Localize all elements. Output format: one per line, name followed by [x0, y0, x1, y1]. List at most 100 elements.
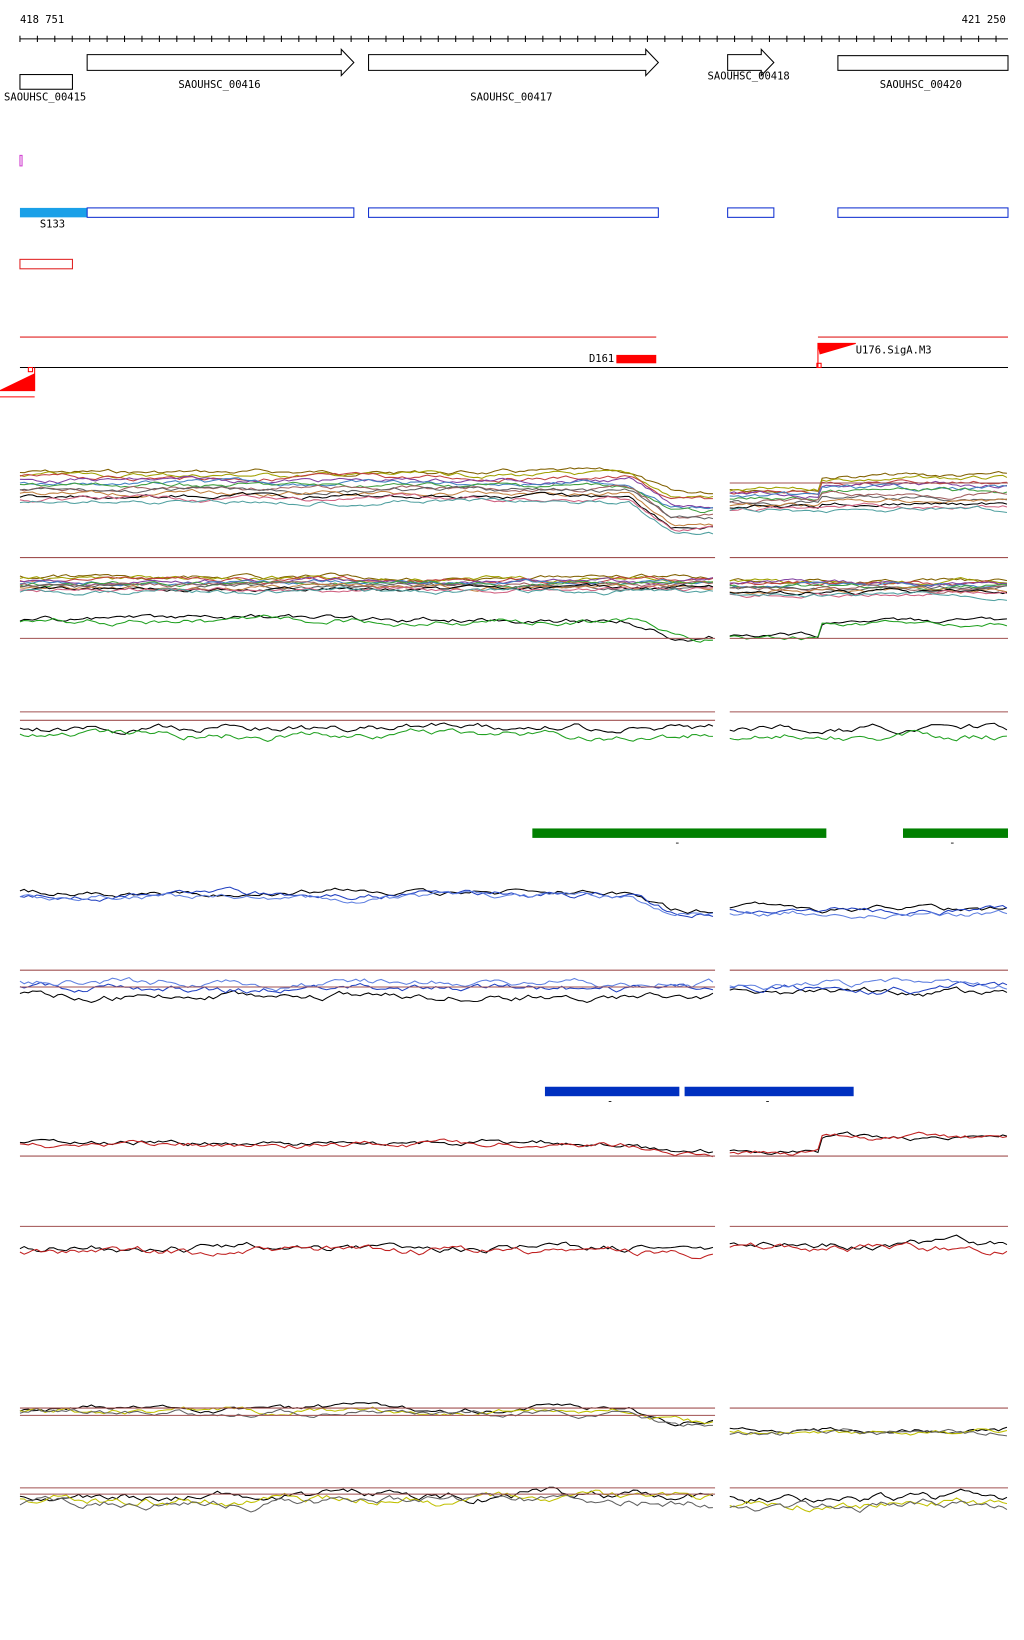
profile: [729, 1131, 1008, 1155]
ruler-start: 418 751: [20, 14, 64, 26]
profile: [19, 722, 714, 735]
gene-label: SAOUHSC_00418: [708, 71, 790, 83]
ruler-end: 421 250: [962, 14, 1006, 26]
profile: [19, 481, 714, 514]
profile: [729, 498, 1008, 508]
feature: [19, 154, 23, 167]
profile: [729, 583, 1007, 591]
region-label: -: [607, 1095, 613, 1107]
profile: [19, 1492, 713, 1513]
profile: [729, 901, 1008, 914]
region: [544, 1086, 680, 1097]
profile: [19, 614, 713, 643]
profile: [729, 1497, 1008, 1513]
feature: [368, 207, 659, 218]
profile: [729, 587, 1008, 596]
profile: [19, 613, 714, 642]
gene: [86, 48, 355, 77]
region: [902, 828, 1008, 838]
profile: [729, 502, 1008, 509]
profile: [729, 1241, 1008, 1256]
profile: [19, 1244, 714, 1260]
profile: [729, 722, 1008, 735]
promoter: [817, 342, 856, 368]
genes: [19, 48, 1009, 90]
feature: [86, 207, 355, 218]
profile: [729, 616, 1007, 639]
promoter: [816, 362, 822, 369]
profile: [19, 1489, 714, 1507]
tracks: 418 751 421 250 SAOUHSC_00415 SAOUHSC_00…: [0, 14, 1009, 1514]
profile: [19, 469, 714, 499]
profile: [729, 483, 1008, 498]
profile: [729, 1234, 1008, 1251]
profile: [19, 728, 713, 742]
promoter: [0, 367, 36, 392]
profile: [19, 981, 714, 994]
region-label: -: [674, 837, 680, 849]
feature-label: S133: [40, 219, 65, 231]
profile: [19, 886, 714, 919]
profile: [729, 1131, 1008, 1156]
feature: [616, 354, 657, 364]
profile: [729, 479, 1007, 495]
region: [684, 1086, 854, 1097]
profile: [19, 1406, 714, 1425]
feature-label: U176.SigA.M3: [856, 345, 932, 357]
profile: [729, 729, 1007, 742]
feature: [19, 258, 73, 270]
profile: [729, 585, 1008, 592]
feature-label: D161: [589, 353, 614, 365]
gene-label: SAOUHSC_00415: [4, 92, 86, 104]
profile: [729, 1498, 1008, 1514]
gene: [727, 48, 775, 77]
profile: [19, 583, 714, 593]
promoter: [27, 366, 34, 373]
profile: [19, 989, 714, 1003]
profile: [729, 486, 1008, 501]
profile: [729, 986, 1008, 997]
profile: [19, 582, 714, 592]
profile: [19, 477, 714, 510]
profile: [19, 576, 714, 586]
profile: [19, 1486, 714, 1505]
profile: [19, 976, 714, 992]
profile: [19, 585, 714, 594]
profile: [729, 471, 1007, 494]
gene: [19, 74, 73, 90]
profile: [729, 490, 1008, 505]
profile: [19, 586, 714, 596]
gene: [837, 55, 1009, 71]
profile: [19, 497, 714, 535]
feature: [727, 207, 775, 218]
profile: [729, 474, 1008, 492]
profile: [729, 619, 1008, 641]
transcripts: [86, 207, 1009, 218]
gene-label: SAOUHSC_00420: [880, 79, 962, 91]
profile: [729, 977, 1008, 990]
gene-label: SAOUHSC_00416: [178, 79, 260, 91]
profile: [729, 589, 1008, 599]
profile: [19, 1407, 713, 1427]
region-label: -: [949, 837, 955, 849]
profile: [729, 591, 1008, 602]
profile: [729, 505, 1008, 514]
profile: [19, 485, 714, 520]
profile: [19, 491, 714, 530]
profile: [19, 488, 714, 527]
region-label: -: [764, 1095, 770, 1107]
profile: [19, 1138, 714, 1158]
profile: [19, 492, 714, 532]
profile: [19, 1402, 714, 1427]
region: [532, 828, 827, 838]
profile: [729, 1488, 1008, 1504]
feature: [19, 207, 88, 218]
profile: [729, 904, 1008, 916]
gene-label: SAOUHSC_00417: [470, 92, 552, 104]
profile: [729, 909, 1008, 920]
profile: [19, 484, 714, 519]
profile: [19, 475, 714, 509]
feature: [837, 207, 1009, 218]
gene: [368, 48, 660, 77]
